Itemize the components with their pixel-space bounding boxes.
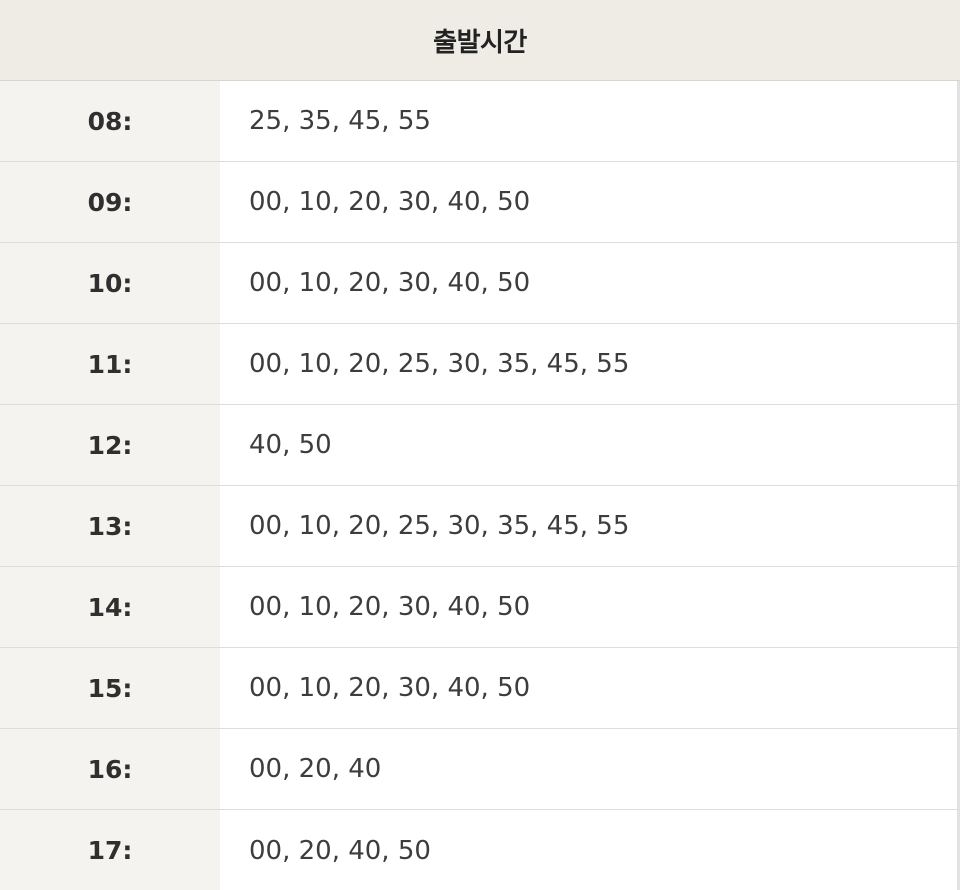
minutes-cell: 00, 10, 20, 25, 30, 35, 45, 55 [220, 486, 960, 566]
hour-cell: 16: [0, 729, 220, 809]
table-row: 16: 00, 20, 40 [0, 729, 960, 810]
minutes-cell: 40, 50 [220, 405, 960, 485]
hour-cell: 12: [0, 405, 220, 485]
table-row: 10: 00, 10, 20, 30, 40, 50 [0, 243, 960, 324]
table-header: 출발시간 [0, 0, 960, 81]
table-row: 11: 00, 10, 20, 25, 30, 35, 45, 55 [0, 324, 960, 405]
table-row: 08: 25, 35, 45, 55 [0, 81, 960, 162]
hour-cell: 17: [0, 810, 220, 890]
table-row: 13: 00, 10, 20, 25, 30, 35, 45, 55 [0, 486, 960, 567]
table-row: 14: 00, 10, 20, 30, 40, 50 [0, 567, 960, 648]
table-row: 09: 00, 10, 20, 30, 40, 50 [0, 162, 960, 243]
departure-time-heading: 출발시간 [433, 27, 527, 58]
table-row: 17: 00, 20, 40, 50 [0, 810, 960, 890]
minutes-cell: 00, 10, 20, 25, 30, 35, 45, 55 [220, 324, 960, 404]
minutes-cell: 25, 35, 45, 55 [220, 81, 960, 161]
minutes-cell: 00, 10, 20, 30, 40, 50 [220, 567, 960, 647]
hour-cell: 09: [0, 162, 220, 242]
hour-cell: 13: [0, 486, 220, 566]
hour-cell: 15: [0, 648, 220, 728]
minutes-cell: 00, 20, 40 [220, 729, 960, 809]
minutes-cell: 00, 20, 40, 50 [220, 810, 960, 890]
hour-cell: 14: [0, 567, 220, 647]
minutes-cell: 00, 10, 20, 30, 40, 50 [220, 162, 960, 242]
table-row: 15: 00, 10, 20, 30, 40, 50 [0, 648, 960, 729]
hour-cell: 08: [0, 81, 220, 161]
minutes-cell: 00, 10, 20, 30, 40, 50 [220, 243, 960, 323]
hour-cell: 10: [0, 243, 220, 323]
hour-cell: 11: [0, 324, 220, 404]
table-row: 12: 40, 50 [0, 405, 960, 486]
minutes-cell: 00, 10, 20, 30, 40, 50 [220, 648, 960, 728]
